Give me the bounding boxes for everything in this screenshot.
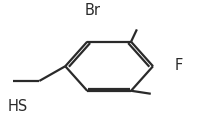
Text: Br: Br xyxy=(85,3,101,18)
Text: F: F xyxy=(174,58,183,73)
Text: HS: HS xyxy=(7,99,27,114)
